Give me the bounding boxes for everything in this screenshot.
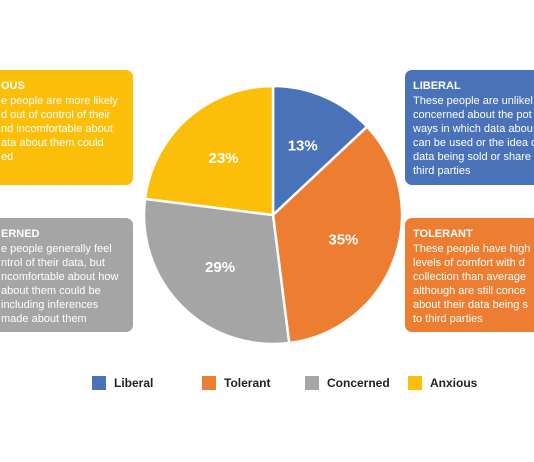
legend-swatch [202,376,216,390]
callout-line: ata about them could [1,137,104,149]
callout-title: OUS [1,80,25,92]
callout-line: ncomfortable about how [1,271,118,283]
callout-line: made about them [1,313,87,325]
callout-line: although are still conce [413,285,526,297]
legend-swatch [92,376,106,390]
callout-line: ed [1,151,13,163]
callout-line: concerned about the pot [413,109,532,121]
callout-box [405,218,534,332]
callout-line: nd incomfortable about [1,123,113,135]
legend-label: Tolerant [224,376,270,390]
pie-slice [142,197,291,346]
callout-line: ways in which data abou [412,123,533,135]
legend-label: Concerned [327,376,390,390]
callout-line: These people have high [413,243,530,255]
callout-line: about them could be [1,285,101,297]
callout-title: LIBERAL [413,80,461,92]
legend-label: Liberal [114,376,153,390]
callout-box [405,70,534,185]
callout-title: ERNED [1,228,40,240]
legend-swatch [305,376,319,390]
callout-line: levels of comfort with d [413,257,525,269]
callout-box [0,70,133,185]
pie-slice [271,124,404,345]
callout-title: TOLERANT [413,228,473,240]
callout-line: including inferences [1,299,99,311]
pie-slice [143,84,275,217]
slice-label: 35% [328,231,358,248]
slice-label: 23% [209,150,239,167]
callout-line: These people are unlikel [413,95,533,107]
callout-line: third parties [413,165,471,177]
callout-line: d out of control of their [1,109,111,121]
callout-line: can be used or the idea o [413,137,534,149]
callout-line: collection than average [413,271,526,283]
callout-line: data being sold or share [413,151,531,163]
callout-line: about their data being s [413,299,528,311]
pie-slice [271,84,369,218]
callout-line: to third parties [413,313,483,325]
callout-box [0,218,133,332]
legend-label: Anxious [430,376,478,390]
slice-label: 29% [205,259,235,276]
callout-line: ntrol of their data, but [1,257,105,269]
slice-label: 13% [288,137,318,154]
callout-line: e people generally feel [1,243,112,255]
legend-swatch [408,376,422,390]
callout-line: e people are more likely [1,95,118,107]
